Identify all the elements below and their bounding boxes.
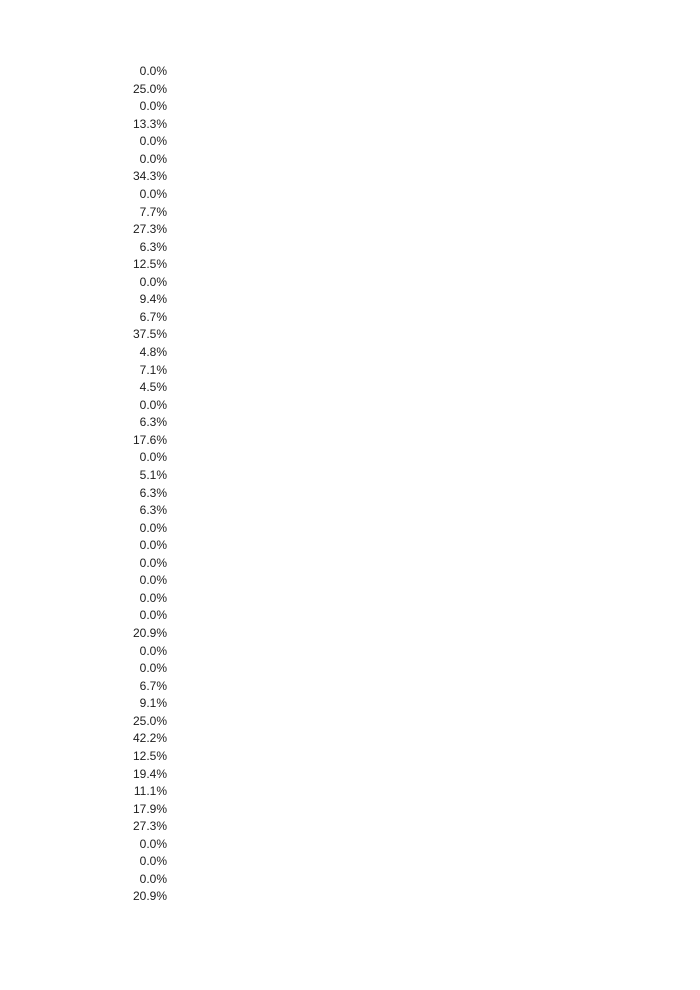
- percentage-value: 0.0%: [139, 608, 167, 623]
- percentage-value: 0.0%: [139, 538, 167, 553]
- percentage-value: 19.4%: [132, 766, 167, 781]
- percentage-value: 6.3%: [139, 503, 167, 518]
- percentage-value: 7.7%: [139, 204, 167, 219]
- percentage-value: 0.0%: [139, 555, 167, 570]
- percentage-value: 0.0%: [139, 274, 167, 289]
- percentage-value: 0.0%: [139, 99, 167, 114]
- percentage-value: 9.4%: [139, 292, 167, 307]
- percentage-value: 34.3%: [132, 169, 167, 184]
- percentage-value: 6.7%: [139, 309, 167, 324]
- percentage-value: 9.1%: [139, 696, 167, 711]
- percentage-value: 0.0%: [139, 661, 167, 676]
- percentage-value: 0.0%: [139, 397, 167, 412]
- percentage-value: 25.0%: [132, 81, 167, 96]
- percentage-value: 0.0%: [139, 151, 167, 166]
- percentage-value: 42.2%: [132, 731, 167, 746]
- percentage-value: 27.3%: [132, 222, 167, 237]
- percentage-value: 0.0%: [139, 836, 167, 851]
- percentage-value: 12.5%: [132, 257, 167, 272]
- percentage-value: 6.7%: [139, 678, 167, 693]
- percentage-value: 0.0%: [139, 854, 167, 869]
- percentage-value: 6.3%: [139, 485, 167, 500]
- percentage-value: 0.0%: [139, 520, 167, 535]
- percentage-value: 6.3%: [139, 415, 167, 430]
- percentage-values-column: 0.0% 25.0% 0.0% 13.3% 0.0% 0.0% 34.3% 0.0% 7.7% 2…: [0, 63, 167, 906]
- percentage-value: 5.1%: [139, 467, 167, 482]
- percentage-value: 0.0%: [139, 643, 167, 658]
- percentage-value: 12.5%: [132, 748, 167, 763]
- percentage-value: 11.1%: [133, 784, 167, 799]
- percentage-value: 0.0%: [139, 64, 167, 78]
- percentage-value: 4.5%: [139, 380, 167, 395]
- percentage-value: 25.0%: [132, 713, 167, 728]
- percentage-value: 6.3%: [139, 239, 167, 254]
- percentage-value: 0.0%: [139, 590, 167, 605]
- percentage-value: 7.1%: [139, 362, 167, 377]
- percentage-value: 20.9%: [132, 889, 167, 904]
- percentage-value: 0.0%: [139, 871, 167, 886]
- percentage-value: 20.9%: [132, 626, 167, 640]
- percentage-value: 4.8%: [139, 345, 167, 359]
- percentage-value: 37.5%: [132, 327, 167, 342]
- percentage-value: 0.0%: [139, 186, 167, 201]
- percentage-value: 17.6%: [132, 432, 167, 447]
- percentage-value: 0.0%: [139, 134, 167, 149]
- percentage-value: 0.0%: [139, 450, 167, 465]
- percentage-value: 13.3%: [132, 116, 167, 131]
- percentage-value: 0.0%: [139, 573, 167, 588]
- percentage-value: 17.9%: [132, 801, 167, 816]
- percentage-value: 27.3%: [132, 819, 167, 834]
